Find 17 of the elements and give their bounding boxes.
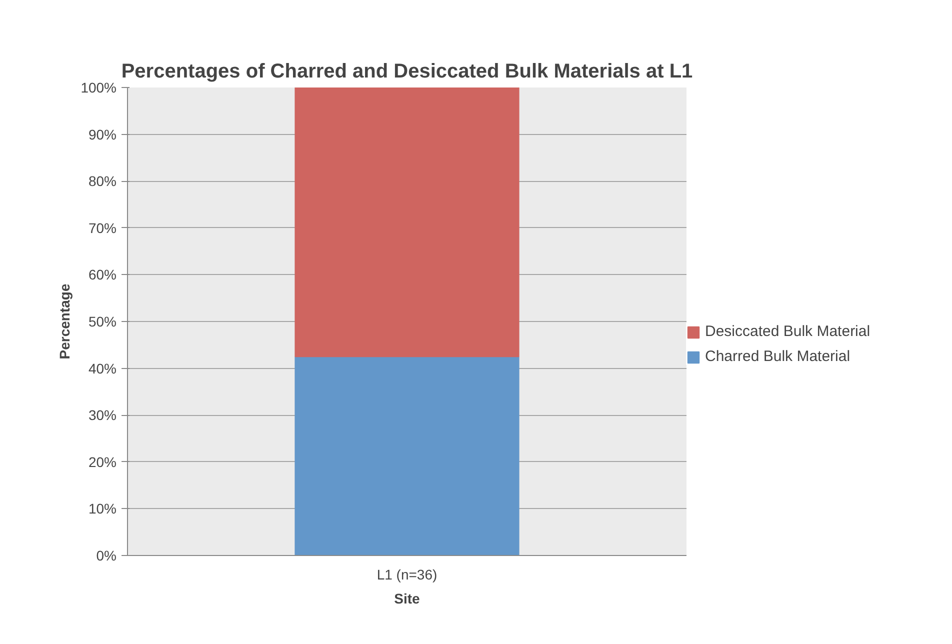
y-tick-label: 10% <box>88 500 117 517</box>
y-tick-label: 90% <box>88 126 117 142</box>
y-tick-label: 60% <box>88 266 117 283</box>
y-tick-label: 40% <box>88 360 117 376</box>
y-tick-label: 80% <box>88 173 117 190</box>
chart-title: Percentages of Charred and Desiccated Bulk Materials at L1 <box>121 60 693 82</box>
x-axis-title: Site <box>394 590 420 606</box>
y-axis-title: Percentage <box>56 284 73 360</box>
legend-label: Charred Bulk Material <box>705 348 850 365</box>
y-tick-label: 100% <box>80 80 117 96</box>
y-tick-label: 20% <box>88 454 117 470</box>
y-tick-label: 0% <box>96 548 116 564</box>
legend-label: Desiccated Bulk Material <box>705 323 870 340</box>
y-tick-label: 30% <box>88 407 117 424</box>
y-tick-label: 70% <box>88 220 117 236</box>
x-tick-label: L1 (n=36) <box>376 566 438 582</box>
y-tick-label: 50% <box>88 314 117 330</box>
